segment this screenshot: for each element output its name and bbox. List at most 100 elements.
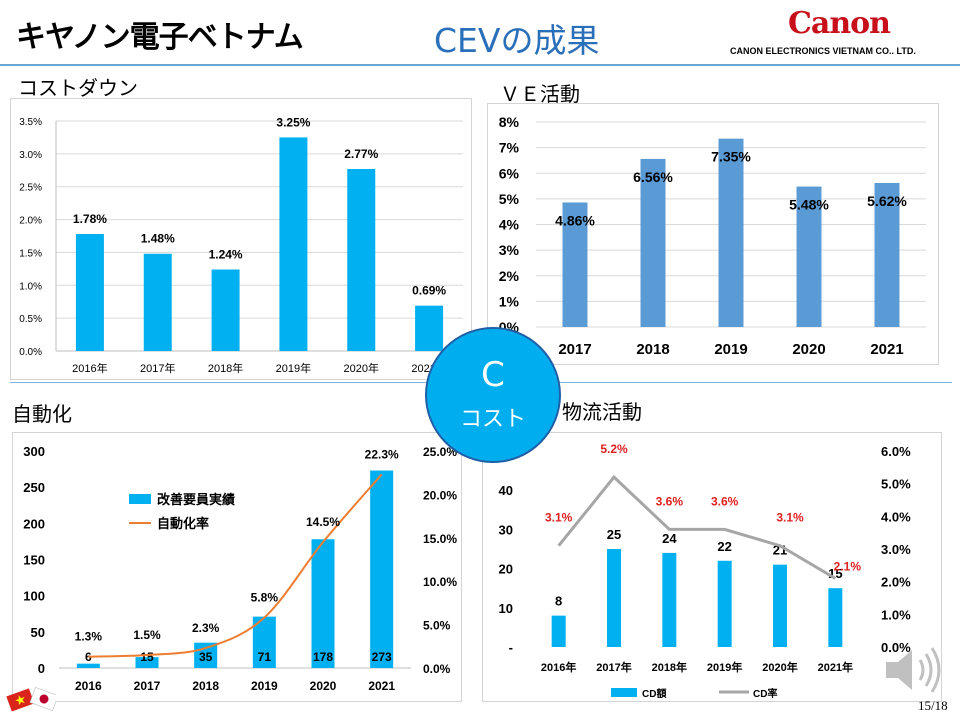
line-data-label: 22.3% — [365, 447, 399, 461]
y-right-tick-label: 2.0% — [881, 575, 911, 590]
y-left-tick-label: 20 — [499, 562, 513, 577]
cost-badge-letter: C — [427, 355, 559, 395]
bar — [77, 664, 100, 668]
x-tick-label: 2018年 — [652, 660, 687, 674]
x-tick-label: 2021 — [870, 341, 903, 358]
bar — [828, 588, 842, 647]
bar-data-label: 1.48% — [141, 232, 175, 246]
bar-data-label: 24 — [662, 531, 677, 546]
bar-data-label: 71 — [258, 650, 272, 664]
x-tick-label: 2018年 — [208, 361, 243, 375]
bar-data-label: 178 — [313, 650, 333, 664]
cost-badge: C コスト — [425, 327, 561, 463]
line-data-label: 2.1% — [834, 559, 862, 573]
y-tick-label: 3.0% — [19, 150, 42, 161]
vietnam-flag-icon — [6, 688, 34, 711]
costdown-title: コストダウン — [18, 72, 138, 101]
bar-data-label: 2.77% — [344, 147, 378, 161]
x-tick-label: 2017 — [134, 679, 161, 693]
bar-data-label: 35 — [199, 650, 213, 664]
y-right-tick-label: 6.0% — [881, 444, 911, 459]
line-data-label: 5.8% — [251, 591, 279, 605]
y-right-tick-label: 15.0% — [423, 532, 457, 546]
line-data-label: 3.1% — [776, 511, 804, 525]
bar — [662, 553, 676, 647]
bar — [212, 270, 240, 351]
x-tick-label: 2018 — [636, 341, 669, 358]
bar-data-label: 7.35% — [711, 149, 751, 165]
ve-chart: 0% 1% 2% 3% 4% 5% 6% 7% 8% 4.86% 2017 6.56% 2018 7.35… — [487, 103, 939, 365]
y-tick-label: 2.0% — [19, 216, 42, 227]
x-tick-label: 2017年 — [596, 660, 631, 674]
bar — [552, 616, 566, 647]
logistics-title: 物流活動 — [562, 396, 642, 425]
x-tick-label: 2019 — [714, 341, 747, 358]
y-tick-label: 0.0% — [19, 347, 42, 358]
y-left-tick-label: 40 — [499, 483, 513, 498]
x-tick-label: 2018 — [192, 679, 219, 693]
cost-badge-label: コスト — [427, 401, 559, 433]
slide-title: CEVの成果 — [434, 14, 599, 62]
y-left-tick-label: - — [509, 640, 513, 655]
legend-line-label: CD率 — [753, 687, 777, 700]
x-tick-label: 2020年 — [344, 361, 379, 375]
y-tick-label: 6% — [499, 165, 520, 181]
x-tick-label: 2020 — [792, 341, 825, 358]
y-tick-label: 3.5% — [19, 117, 42, 128]
bar-data-label: 5.62% — [867, 193, 907, 209]
bar-data-label: 22 — [717, 539, 731, 554]
bar-data-label: 8 — [555, 594, 562, 609]
legend-bar-swatch — [129, 494, 151, 504]
speaker-icon[interactable] — [880, 642, 944, 698]
legend-bar-label: CD額 — [642, 687, 666, 700]
bar — [719, 139, 744, 327]
legend-bar-label: 改善要員実績 — [157, 492, 235, 507]
y-right-tick-label: 5.0% — [423, 619, 451, 633]
logistics-chart: -10203040500.0%1.0%2.0%3.0%4.0%5.0%6.0%8… — [482, 432, 942, 702]
page-number: 15/18 — [918, 698, 948, 714]
bar-data-label: 25 — [607, 527, 621, 542]
line-data-label: 1.3% — [75, 630, 103, 644]
y-right-tick-label: 0.0% — [423, 662, 451, 676]
y-tick-label: 4% — [499, 217, 520, 233]
y-left-tick-label: 300 — [23, 444, 45, 459]
bar-data-label: 1.78% — [73, 212, 107, 226]
x-tick-label: 2016 — [75, 679, 102, 693]
y-left-tick-label: 10 — [499, 601, 513, 616]
y-tick-label: 7% — [499, 140, 520, 156]
y-right-tick-label: 5.0% — [881, 477, 911, 492]
y-tick-label: 2.5% — [19, 183, 42, 194]
bar — [279, 137, 307, 351]
automation-svg: 0501001502002503000.0%5.0%10.0%15.0%20.0… — [13, 433, 461, 701]
y-tick-label: 1% — [499, 293, 520, 309]
bar-data-label: 15 — [140, 650, 154, 664]
y-tick-label: 3% — [499, 242, 520, 258]
x-tick-label: 2016年 — [541, 660, 576, 674]
x-tick-label: 2020 — [310, 679, 337, 693]
y-tick-label: 1.5% — [19, 248, 42, 259]
x-tick-label: 2019年 — [276, 361, 311, 375]
y-left-tick-label: 30 — [499, 522, 513, 537]
y-tick-label: 2% — [499, 268, 520, 284]
y-right-tick-label: 4.0% — [881, 509, 911, 524]
y-right-tick-label: 10.0% — [423, 575, 457, 589]
line-data-label: 5.2% — [600, 442, 628, 456]
line-data-label: 1.5% — [133, 628, 161, 642]
legend-line-label: 自動化率 — [157, 516, 209, 531]
bar — [718, 561, 732, 647]
bar — [773, 565, 787, 647]
bar — [347, 169, 375, 351]
bar-data-label: 273 — [372, 650, 392, 664]
automation-title: 自動化 — [12, 398, 72, 427]
costdown-chart: 0.0% 0.5% 1.0% 1.5% 2.0% 2.5% 3.0% 3.5% 1.78% 201… — [10, 98, 472, 380]
x-tick-label: 2017 — [558, 341, 591, 358]
y-left-tick-label: 100 — [23, 589, 45, 604]
line-series-cd-rate — [559, 477, 836, 578]
x-tick-label: 2016年 — [72, 361, 107, 375]
y-tick-label: 0.5% — [19, 314, 42, 325]
bar — [370, 471, 393, 668]
bar — [607, 549, 621, 647]
costdown-svg: 0.0% 0.5% 1.0% 1.5% 2.0% 2.5% 3.0% 3.5% 1.78% 201… — [11, 99, 471, 379]
bar-data-label: 0.69% — [412, 284, 446, 298]
company-subtitle: CANON ELECTRONICS VIETNAM CO.. LTD. — [730, 46, 916, 56]
